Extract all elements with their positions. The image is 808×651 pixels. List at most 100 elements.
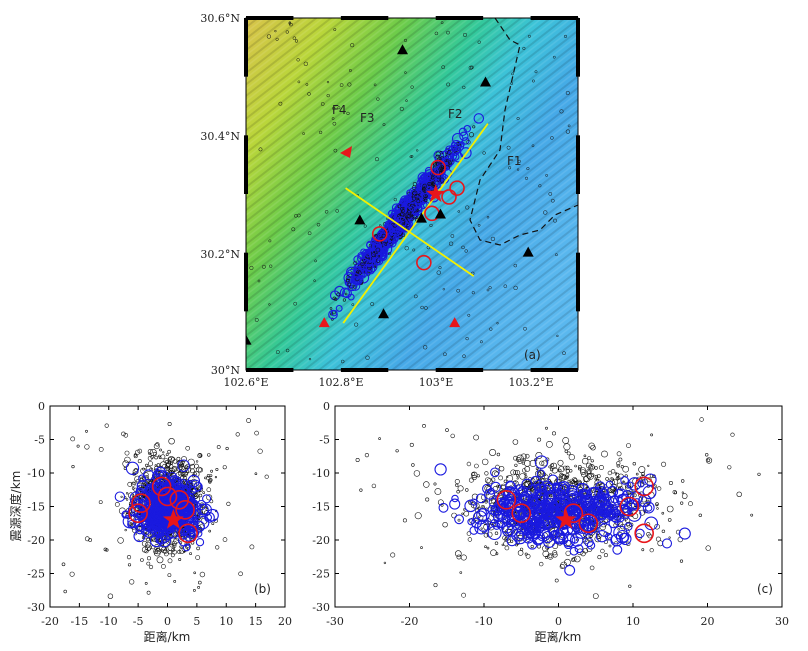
c-ytick: -15 — [312, 501, 330, 514]
c-event-small — [484, 545, 487, 549]
c-event-medium — [632, 498, 641, 507]
b-event-small — [165, 463, 171, 469]
map-event — [373, 83, 377, 87]
b-event-small — [171, 466, 177, 472]
c-event-small — [583, 475, 591, 482]
map-event — [467, 313, 471, 317]
c-event-small — [668, 536, 671, 539]
b-event-small — [133, 454, 138, 459]
b-event-small — [164, 551, 169, 557]
b-event-small — [206, 474, 211, 478]
b-ytick: -15 — [27, 501, 45, 514]
b-xtick: 5 — [193, 615, 200, 628]
c-event-small — [616, 461, 621, 466]
c-event-small — [390, 552, 396, 558]
c-event-medium — [438, 502, 449, 513]
map-event — [463, 124, 472, 133]
c-event-small — [681, 491, 684, 494]
b-event-small — [206, 487, 212, 493]
c-event-medium — [470, 498, 478, 506]
b-event-large — [128, 503, 148, 524]
c-event-medium — [574, 544, 584, 554]
c-event-large — [634, 476, 654, 497]
map-event — [461, 245, 465, 250]
c-event-small — [698, 513, 702, 517]
b-event-medium — [204, 512, 215, 523]
c-event-small — [513, 455, 518, 461]
c-event-medium — [547, 502, 562, 516]
c-event-small — [586, 473, 592, 479]
b-xlabel: 距离/km — [144, 629, 191, 644]
map-event — [511, 72, 514, 76]
b-event-medium — [160, 533, 170, 543]
map-event — [448, 161, 452, 166]
b-event-small — [103, 547, 108, 552]
panel-c: -30 -20 -10 0 10 20 30 0 -5 -10 -15 -20 -25 -30 距离/km… — [312, 400, 789, 644]
b-event-small — [171, 543, 177, 549]
c-event-small — [524, 475, 528, 479]
c-event-small — [557, 468, 562, 473]
fault-arrow — [340, 146, 352, 158]
c-event-small — [409, 442, 414, 447]
b-event-small — [144, 549, 149, 554]
c-event-medium — [434, 463, 447, 476]
c-event-small — [454, 550, 462, 557]
c-event-medium — [571, 536, 579, 544]
c-event-small — [680, 501, 684, 505]
c-event-small — [730, 432, 735, 437]
c-event-small — [603, 553, 608, 558]
map-event — [423, 194, 428, 199]
panel-b: -20 -15 -10 -5 0 5 10 15 20 0 -5 -10 -15 -20 -25 -30 震源… — [8, 400, 292, 644]
map-event — [249, 265, 254, 270]
c-event-small — [513, 470, 518, 475]
c-event-small — [524, 472, 527, 476]
map-event — [258, 147, 263, 152]
b-event-small — [215, 545, 220, 550]
b-event-small — [168, 456, 172, 461]
c-event-small — [562, 437, 570, 444]
b-event-small — [235, 432, 240, 437]
b-event-small — [178, 465, 183, 470]
b-event-small — [148, 461, 154, 467]
c-event-small — [585, 468, 592, 475]
c-event-small — [557, 459, 564, 466]
map-event — [458, 141, 465, 148]
b-event-small — [159, 448, 163, 452]
b-event-small — [126, 554, 132, 560]
map-event — [506, 145, 511, 150]
b-event-medium — [178, 534, 191, 547]
c-event-small — [504, 537, 509, 542]
map-event — [344, 292, 348, 296]
c-event-small — [590, 445, 596, 451]
c-event-medium — [661, 538, 673, 549]
c-event-medium — [516, 530, 525, 540]
b-event-small — [254, 430, 259, 436]
map-event — [326, 80, 330, 84]
map-event — [435, 151, 441, 157]
map-event — [565, 90, 570, 96]
c-event-medium — [515, 487, 526, 498]
map-event — [350, 43, 355, 48]
map-event — [516, 116, 520, 121]
b-event-small — [131, 494, 135, 497]
c-event-medium — [521, 478, 533, 490]
mainshock-star-map — [426, 184, 446, 203]
c-event-small — [442, 521, 448, 528]
c-ytick: -20 — [312, 534, 330, 547]
fault-label-f4: F4 — [332, 103, 347, 117]
b-event-medium — [158, 524, 167, 533]
map-event — [439, 165, 444, 170]
map-event — [291, 227, 296, 232]
c-event-small — [594, 466, 598, 470]
c-event-small — [569, 478, 575, 484]
stations — [246, 44, 534, 345]
b-event-medium — [175, 498, 185, 509]
c-event-small — [568, 454, 575, 461]
c-event-medium — [528, 510, 538, 521]
b-event-small — [127, 563, 132, 567]
c-event-small — [552, 550, 558, 556]
station-triangle-red — [449, 317, 461, 328]
b-event-small — [76, 444, 80, 448]
b-event-small — [161, 549, 164, 552]
